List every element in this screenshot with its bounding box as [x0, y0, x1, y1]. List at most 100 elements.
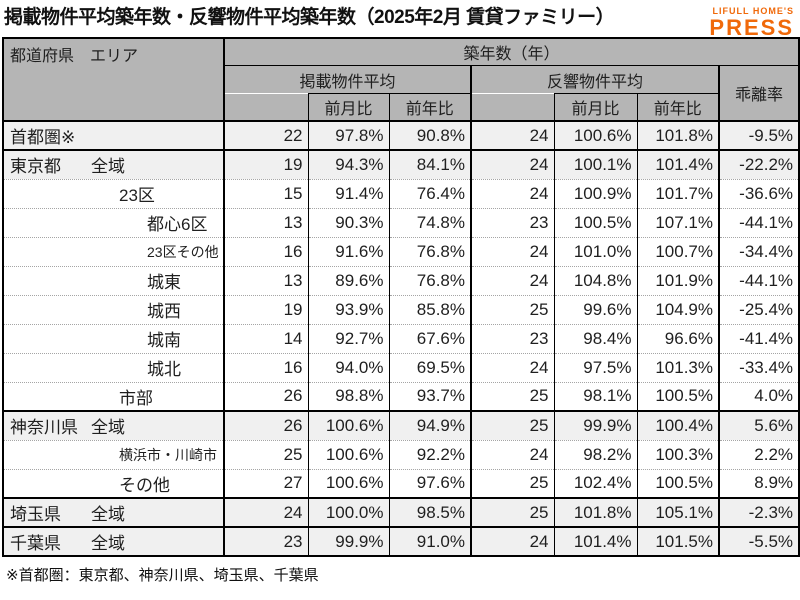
listed-yoy-cell: 98.5%	[388, 498, 471, 528]
inquiry-avg-cell: 25	[470, 411, 554, 441]
inquiry-avg-cell: 25	[470, 498, 554, 528]
inquiry-avg-cell: 24	[470, 266, 554, 296]
inquiry-avg-cell: 24	[470, 121, 554, 151]
inquiry-avg-cell: 23	[470, 324, 554, 354]
area-label: 横浜市・川崎市	[119, 446, 217, 463]
building-age-table: 都道府県 エリア 築年数（年） 掲載物件平均 反響物件平均 乖離率 前月比 前年…	[2, 37, 800, 557]
inquiry-yoy-cell: 100.3%	[636, 440, 719, 470]
table-row: その他 27 100.6% 97.6% 25 102.4% 100.5% 8.9%	[3, 469, 800, 499]
listed-mom-cell: 100.6%	[307, 440, 389, 470]
top-bar: 掲載物件平均築年数・反響物件平均築年数（2025年2月 賃貸ファミリー） LIF…	[0, 0, 800, 40]
prefecture-label: 千葉県	[10, 534, 61, 553]
inquiry-group-header: 反響物件平均	[470, 65, 720, 94]
header-row-3: 前月比 前年比 前月比 前年比	[3, 93, 799, 122]
row-label: 城西	[3, 295, 224, 325]
inquiry-yoy-cell: 101.3%	[636, 353, 719, 383]
listed-mom-cell: 92.7%	[307, 324, 389, 354]
logo-text-small: LIFULL HOME'S	[712, 6, 794, 16]
row-label: 城東	[3, 266, 224, 296]
listed-mom-cell: 90.3%	[307, 208, 389, 238]
inquiry-yoy-cell: 100.7%	[636, 237, 719, 267]
listed-avg-cell: 26	[223, 382, 308, 412]
row-label: 都心6区	[3, 208, 224, 238]
deviation-cell: 5.6%	[717, 411, 800, 441]
area-label: 市部	[119, 388, 153, 408]
listed-avg-cell: 15	[223, 179, 308, 209]
row-label: 市部	[3, 382, 224, 412]
table-row: 城西 19 93.9% 85.8% 25 99.6% 104.9% -25.4%	[3, 295, 800, 325]
inquiry-yoy-cell: 100.5%	[636, 469, 719, 499]
inquiry-avg-cell: 25	[470, 382, 554, 412]
listed-mom-cell: 100.6%	[307, 469, 389, 499]
deviation-cell: -22.2%	[717, 150, 800, 180]
area-label: 全域	[91, 157, 125, 177]
listed-avg-cell: 24	[223, 498, 308, 528]
table-row: 市部 26 98.8% 93.7% 25 98.1% 100.5% 4.0%	[3, 382, 800, 412]
inquiry-avg-cell: 24	[470, 237, 554, 267]
inquiry-avg-cell: 24	[470, 353, 554, 383]
inquiry-avg-cell: 24	[470, 527, 554, 556]
table-row: 神奈川県 全域 26 100.6% 94.9% 25 99.9% 100.4% 5.6%	[3, 411, 800, 441]
table-row: 23区その他 16 91.6% 76.8% 24 101.0% 100.7% -34.4%	[3, 237, 800, 267]
logo-text-press: PRESS	[709, 15, 794, 40]
inquiry-avg-cell: 24	[470, 179, 554, 209]
inquiry-avg-spacer	[470, 93, 555, 122]
area-label: 全域	[91, 505, 125, 524]
inquiry-avg-cell: 25	[470, 295, 554, 325]
inquiry-mom-cell: 98.1%	[553, 382, 637, 412]
header-row-1: 都道府県 エリア 築年数（年）	[2, 37, 800, 122]
listed-mom-cell: 100.6%	[307, 411, 389, 441]
deviation-cell: 8.9%	[717, 469, 800, 499]
inquiry-yoy-cell: 107.1%	[636, 208, 719, 238]
listed-avg-cell: 13	[223, 266, 308, 296]
row-label: 埼玉県 全域	[3, 498, 224, 528]
row-label: 城南	[3, 324, 224, 354]
table-row: 城南 14 92.7% 67.6% 23 98.4% 96.6% -41.4%	[3, 324, 800, 354]
row-label: 東京都 全域	[3, 150, 224, 180]
inquiry-mom-cell: 98.4%	[553, 324, 637, 354]
table-row: 首都圏※ 22 97.8% 90.8% 24 100.6% 101.8% -9.5%	[3, 121, 800, 151]
area-label: 城北	[147, 360, 181, 379]
inquiry-mom-cell: 97.5%	[553, 353, 637, 383]
inquiry-yoy-cell: 101.8%	[636, 121, 719, 151]
deviation-cell: -44.1%	[717, 208, 800, 238]
listed-avg-cell: 26	[223, 411, 308, 441]
prefecture-label: 首都圏※	[10, 128, 76, 147]
listed-avg-cell: 25	[223, 440, 308, 470]
inquiry-mom-cell: 99.6%	[553, 295, 637, 325]
listed-yoy-cell: 74.8%	[388, 208, 471, 238]
table-row: 城東 13 89.6% 76.8% 24 104.8% 101.9% -44.1%	[3, 266, 800, 296]
listed-mom-cell: 89.6%	[307, 266, 389, 296]
inquiry-mom-cell: 100.1%	[553, 150, 637, 180]
listed-yoy-cell: 94.9%	[388, 411, 471, 441]
inquiry-yoy-cell: 100.4%	[636, 411, 719, 441]
listed-mom-cell: 93.9%	[307, 295, 389, 325]
inquiry-yoy-cell: 96.6%	[636, 324, 719, 354]
deviation-cell: -41.4%	[717, 324, 800, 354]
listed-yoy-cell: 90.8%	[388, 121, 471, 151]
listed-avg-cell: 16	[223, 353, 308, 383]
area-label: 城南	[147, 331, 181, 350]
inquiry-mom-cell: 104.8%	[553, 266, 637, 296]
deviation-cell: -25.4%	[717, 295, 800, 325]
row-label: その他	[3, 469, 224, 499]
listed-avg-cell: 19	[223, 150, 308, 180]
listed-yoy-cell: 92.2%	[388, 440, 471, 470]
inquiry-yoy-header: 前年比	[636, 93, 720, 122]
table-row: 東京都 全域 19 94.3% 84.1% 24 100.1% 101.4% -22.2%	[3, 150, 800, 180]
prefecture-label: 神奈川県	[10, 418, 78, 438]
listed-yoy-cell: 84.1%	[388, 150, 471, 180]
deviation-cell: 2.2%	[717, 440, 800, 470]
inquiry-avg-cell: 24	[470, 440, 554, 470]
row-label: 23区	[3, 179, 224, 209]
deviation-cell: -44.1%	[717, 266, 800, 296]
area-label: 城東	[147, 273, 181, 292]
deviation-header: 乖離率	[717, 65, 800, 122]
inquiry-yoy-cell: 101.4%	[636, 150, 719, 180]
inquiry-avg-cell: 25	[470, 469, 554, 499]
listed-yoy-cell: 91.0%	[388, 527, 471, 556]
row-label: 城北	[3, 353, 224, 383]
inquiry-yoy-cell: 101.7%	[636, 179, 719, 209]
table-row: 埼玉県 全域 24 100.0% 98.5% 25 101.8% 105.1% -2.3%	[3, 498, 800, 528]
listed-yoy-cell: 97.6%	[388, 469, 471, 499]
